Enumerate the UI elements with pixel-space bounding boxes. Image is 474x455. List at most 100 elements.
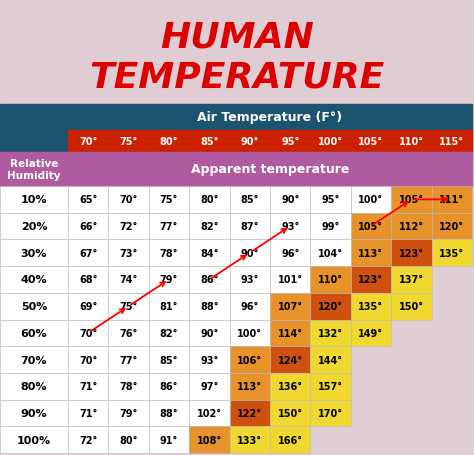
- Bar: [310, 187, 351, 213]
- Bar: [270, 346, 310, 373]
- Bar: [109, 213, 149, 240]
- Text: 110°: 110°: [318, 275, 343, 285]
- Text: 67°: 67°: [79, 248, 97, 258]
- Bar: [68, 293, 109, 320]
- Bar: [270, 426, 310, 453]
- Text: 82°: 82°: [160, 328, 178, 338]
- Bar: [68, 131, 472, 153]
- Bar: [149, 426, 189, 453]
- Text: 60%: 60%: [21, 328, 47, 338]
- Bar: [189, 240, 229, 267]
- Text: 100°: 100°: [318, 136, 343, 147]
- Bar: [0, 267, 68, 293]
- Bar: [109, 240, 149, 267]
- Bar: [229, 320, 270, 346]
- Bar: [432, 240, 472, 267]
- Text: 106°: 106°: [237, 355, 263, 365]
- Bar: [109, 426, 149, 453]
- Bar: [149, 400, 189, 426]
- Bar: [68, 240, 109, 267]
- Bar: [109, 293, 149, 320]
- Bar: [149, 293, 189, 320]
- Bar: [310, 240, 351, 267]
- Bar: [351, 267, 391, 293]
- Text: 74°: 74°: [119, 275, 138, 285]
- Bar: [109, 187, 149, 213]
- Bar: [149, 373, 189, 400]
- Bar: [310, 267, 351, 293]
- Text: 135°: 135°: [358, 302, 383, 312]
- Text: 82°: 82°: [200, 222, 219, 232]
- Bar: [229, 187, 270, 213]
- Text: 84°: 84°: [200, 248, 219, 258]
- Text: 20%: 20%: [21, 222, 47, 232]
- Text: 123°: 123°: [358, 275, 383, 285]
- Bar: [310, 213, 351, 240]
- Bar: [0, 373, 68, 400]
- Bar: [0, 320, 68, 346]
- Text: 108°: 108°: [197, 435, 222, 445]
- Text: 105°: 105°: [358, 136, 383, 147]
- Bar: [0, 187, 68, 213]
- Text: 81°: 81°: [160, 302, 178, 312]
- Bar: [270, 187, 310, 213]
- Text: 65°: 65°: [79, 195, 97, 205]
- Bar: [149, 187, 189, 213]
- Text: 30%: 30%: [21, 248, 47, 258]
- Text: 149°: 149°: [358, 328, 383, 338]
- Bar: [109, 346, 149, 373]
- Bar: [109, 373, 149, 400]
- Bar: [391, 293, 432, 320]
- Bar: [68, 105, 472, 131]
- Bar: [270, 240, 310, 267]
- Bar: [109, 320, 149, 346]
- Bar: [189, 213, 229, 240]
- Text: 90%: 90%: [21, 408, 47, 418]
- Bar: [351, 320, 391, 346]
- Text: 85°: 85°: [200, 136, 219, 147]
- Bar: [189, 320, 229, 346]
- Text: TEMPERATURE: TEMPERATURE: [90, 61, 384, 95]
- Text: 120°: 120°: [439, 222, 465, 232]
- Bar: [189, 293, 229, 320]
- Text: 113°: 113°: [237, 381, 263, 391]
- Text: 80°: 80°: [160, 136, 178, 147]
- Text: 105°: 105°: [399, 195, 424, 205]
- Bar: [270, 293, 310, 320]
- Bar: [270, 373, 310, 400]
- Bar: [149, 213, 189, 240]
- Text: 70°: 70°: [79, 328, 97, 338]
- Bar: [68, 187, 109, 213]
- Text: 166°: 166°: [278, 435, 303, 445]
- Bar: [68, 320, 109, 346]
- Text: 86°: 86°: [200, 275, 219, 285]
- Text: 150°: 150°: [399, 302, 424, 312]
- Text: 80%: 80%: [21, 381, 47, 391]
- Bar: [68, 153, 472, 187]
- Text: 78°: 78°: [119, 381, 138, 391]
- Text: 87°: 87°: [240, 222, 259, 232]
- Bar: [229, 213, 270, 240]
- Text: 69°: 69°: [79, 302, 97, 312]
- Bar: [68, 346, 109, 373]
- Bar: [0, 426, 68, 453]
- Text: 95°: 95°: [281, 136, 300, 147]
- Text: 75°: 75°: [119, 136, 138, 147]
- Text: 96°: 96°: [241, 302, 259, 312]
- Text: 77°: 77°: [119, 355, 138, 365]
- Text: 40%: 40%: [21, 275, 47, 285]
- Bar: [68, 373, 109, 400]
- Bar: [149, 267, 189, 293]
- Bar: [189, 373, 229, 400]
- Text: 10%: 10%: [21, 195, 47, 205]
- Bar: [391, 187, 432, 213]
- Bar: [310, 400, 351, 426]
- Text: 79°: 79°: [160, 275, 178, 285]
- Text: 70°: 70°: [79, 355, 97, 365]
- Text: 72°: 72°: [79, 435, 97, 445]
- Bar: [351, 187, 391, 213]
- Text: 85°: 85°: [160, 355, 178, 365]
- Bar: [270, 213, 310, 240]
- Bar: [0, 240, 68, 267]
- Text: 157°: 157°: [318, 381, 343, 391]
